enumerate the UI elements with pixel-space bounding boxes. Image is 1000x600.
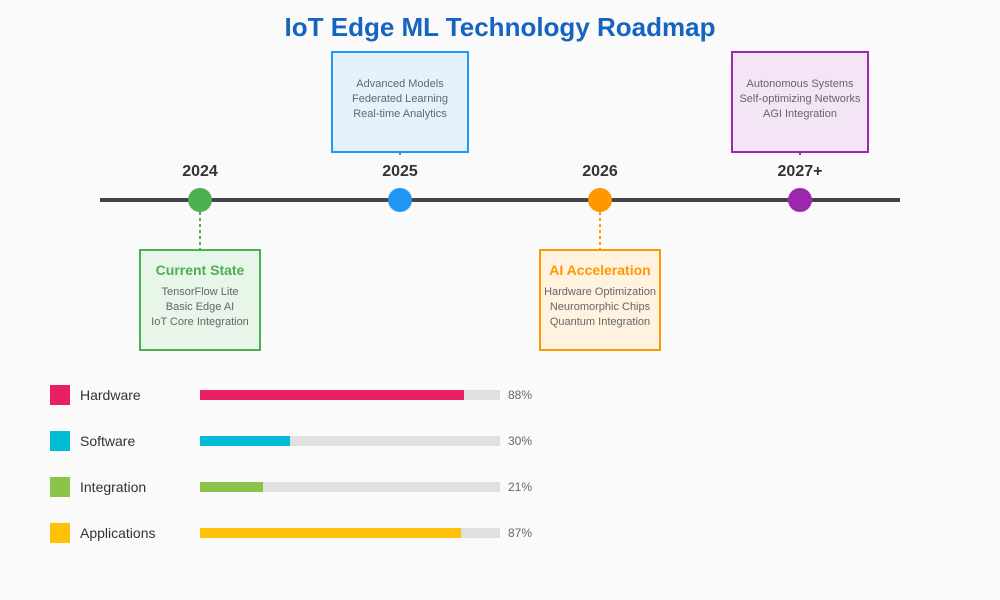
milestone-dot	[588, 188, 612, 212]
milestone-item: TensorFlow Lite	[161, 286, 238, 298]
year-label: 2027+	[778, 163, 823, 180]
milestone-item: Federated Learning	[352, 93, 448, 105]
milestone-card	[731, 51, 869, 153]
milestone-dot	[388, 188, 412, 212]
milestone-item: Basic Edge AI	[166, 301, 235, 313]
bar-value-label: 87%	[508, 526, 532, 540]
bar-value-label: 21%	[508, 480, 532, 494]
category-label: Integration	[80, 479, 146, 495]
bar	[200, 482, 263, 492]
milestone-card	[539, 249, 661, 351]
milestone-dot	[188, 188, 212, 212]
milestone-item: AGI Integration	[763, 108, 837, 120]
milestone-item: Neuromorphic Chips	[550, 301, 651, 313]
milestone-item: IoT Core Integration	[151, 316, 249, 328]
category-label: Applications	[80, 525, 156, 541]
milestone-item: Autonomous Systems	[747, 78, 854, 90]
bar	[200, 436, 290, 446]
bar-track	[200, 482, 500, 492]
category-label: Hardware	[80, 387, 141, 403]
year-label: 2026	[582, 163, 618, 180]
chart-title: IoT Edge ML Technology Roadmap	[285, 12, 716, 42]
bar	[200, 528, 461, 538]
milestone-title: AI Acceleration	[549, 262, 650, 278]
legend-swatch	[50, 431, 70, 451]
milestone-item: Self-optimizing Networks	[739, 93, 861, 105]
milestone-item: Advanced Models	[356, 78, 444, 90]
milestone-card	[139, 249, 261, 351]
bar-value-label: 88%	[508, 388, 532, 402]
milestone-title: Current State	[156, 262, 245, 278]
bar-track	[200, 436, 500, 446]
milestone-dot	[788, 188, 812, 212]
year-label: 2024	[182, 163, 218, 180]
legend-swatch	[50, 523, 70, 543]
milestone-item: Quantum Integration	[550, 316, 650, 328]
milestone-item: Hardware Optimization	[544, 286, 656, 298]
legend-swatch	[50, 477, 70, 497]
bar-value-label: 30%	[508, 434, 532, 448]
milestone-card	[331, 51, 469, 153]
milestone-item: Real-time Analytics	[353, 108, 447, 120]
category-label: Software	[80, 433, 135, 449]
year-label: 2025	[382, 163, 418, 180]
bar	[200, 390, 464, 400]
legend-swatch	[50, 385, 70, 405]
